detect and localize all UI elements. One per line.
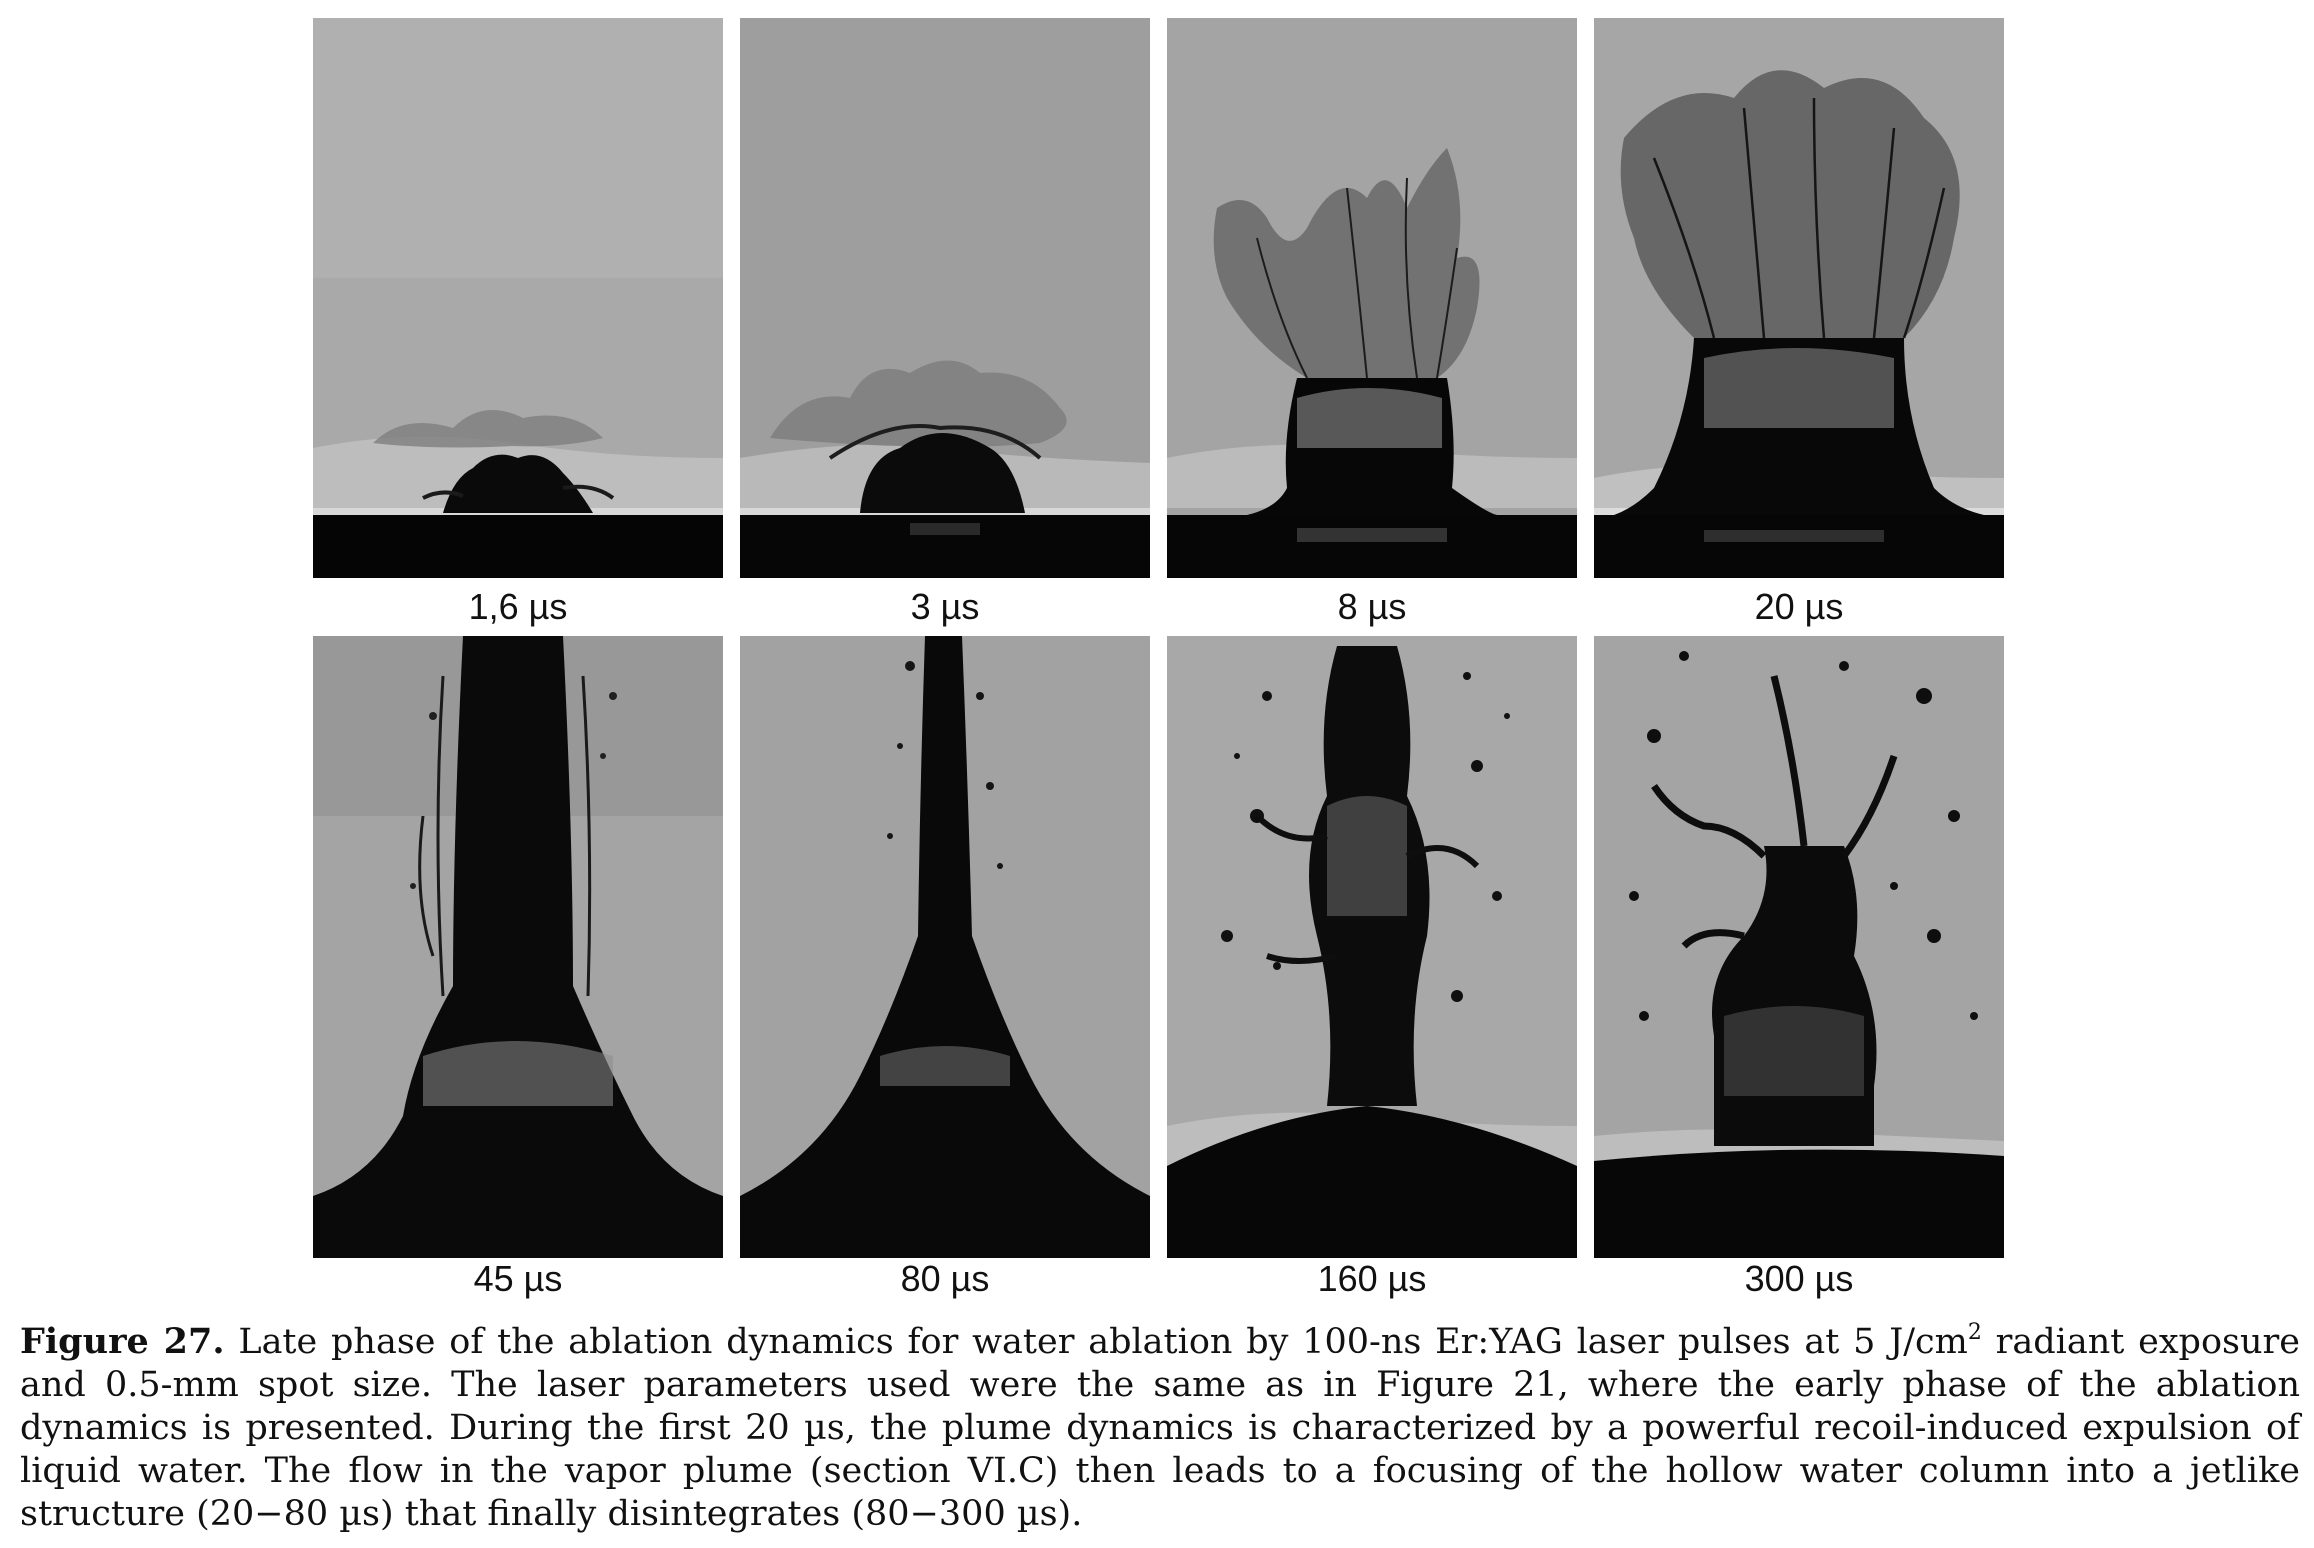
ablation-photo-3us xyxy=(740,18,1150,578)
figure-caption: Figure 27. Late phase of the ablation dy… xyxy=(20,1320,2300,1536)
figure-grid: 1,6 µs 3 µs xyxy=(313,18,2004,1299)
panel-3us: 3 µs xyxy=(740,18,1150,627)
ablation-photo-8us xyxy=(1167,18,1577,578)
panel-300us: 300 µs xyxy=(1594,636,2004,1299)
ablation-photo-1-6us xyxy=(313,18,723,578)
panel-label: 8 µs xyxy=(1337,586,1407,627)
panel-45us: 45 µs xyxy=(313,636,723,1299)
panel-1-6us: 1,6 µs xyxy=(313,18,723,627)
figure-number: Figure 27. xyxy=(20,1321,225,1362)
panel-20us: 20 µs xyxy=(1594,18,2004,627)
ablation-photo-300us xyxy=(1594,636,2004,1258)
ablation-photo-45us xyxy=(313,636,723,1258)
panel-label: 1,6 µs xyxy=(468,586,568,627)
caption-superscript: 2 xyxy=(1967,1320,1982,1345)
panel-label: 160 µs xyxy=(1317,1258,1427,1299)
panel-label: 45 µs xyxy=(473,1258,563,1299)
caption-text-part1: Late phase of the ablation dynamics for … xyxy=(238,1322,1968,1362)
ablation-photo-80us xyxy=(740,636,1150,1258)
panel-label: 20 µs xyxy=(1754,586,1844,627)
caption-text-part2: radiant exposure and 0.5-mm spot size. T… xyxy=(20,1322,2300,1534)
panel-label: 3 µs xyxy=(910,586,980,627)
panel-label: 80 µs xyxy=(900,1258,990,1299)
ablation-photo-160us xyxy=(1167,636,1577,1258)
panel-label: 300 µs xyxy=(1744,1258,1854,1299)
ablation-photo-20us xyxy=(1594,18,2004,578)
panel-160us: 160 µs xyxy=(1167,636,1577,1299)
panel-80us: 80 µs xyxy=(740,636,1150,1299)
panel-8us: 8 µs xyxy=(1167,18,1577,627)
